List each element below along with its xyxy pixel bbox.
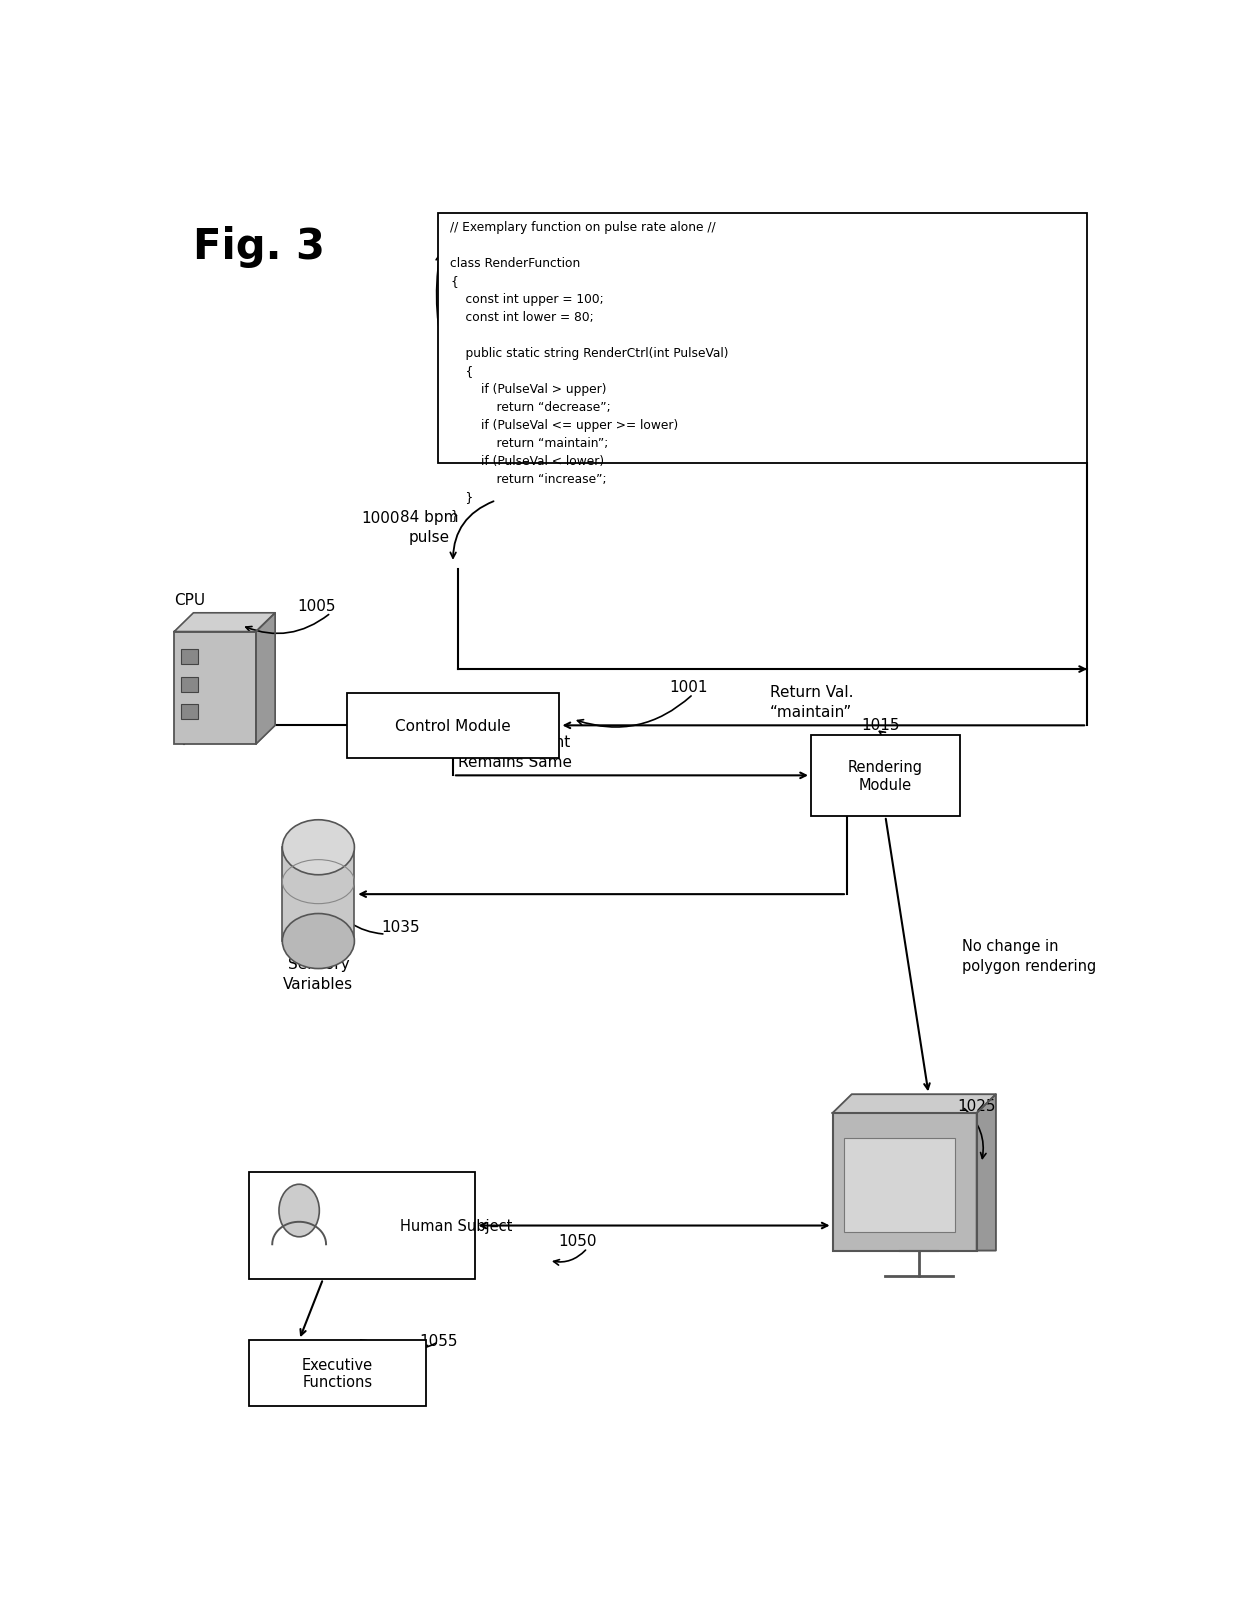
Text: 1075: 1075	[477, 441, 516, 458]
Ellipse shape	[283, 914, 355, 969]
FancyBboxPatch shape	[174, 631, 255, 745]
FancyBboxPatch shape	[181, 677, 198, 691]
Polygon shape	[174, 613, 275, 631]
Text: 1035: 1035	[381, 920, 419, 935]
FancyBboxPatch shape	[249, 1341, 427, 1407]
FancyBboxPatch shape	[811, 735, 960, 816]
Text: Polygon Count
Remains Same: Polygon Count Remains Same	[459, 735, 573, 769]
Text: Fig. 3: Fig. 3	[193, 226, 325, 268]
Text: 1000: 1000	[362, 511, 401, 526]
Ellipse shape	[283, 820, 355, 875]
Text: CPU: CPU	[174, 592, 206, 607]
Text: Rendering
Module: Rendering Module	[848, 760, 923, 792]
Text: Return Val.
“maintain”: Return Val. “maintain”	[770, 685, 853, 719]
Text: 1050: 1050	[558, 1233, 598, 1248]
FancyBboxPatch shape	[181, 649, 198, 665]
Text: Human Subject: Human Subject	[401, 1219, 512, 1233]
Polygon shape	[977, 1094, 996, 1251]
Circle shape	[279, 1185, 320, 1237]
Text: // Exemplary function on pulse rate alone //

class RenderFunction
{
    const i: // Exemplary function on pulse rate alon…	[450, 221, 729, 523]
Text: Control Module: Control Module	[396, 719, 511, 734]
FancyBboxPatch shape	[347, 693, 559, 758]
Text: 1055: 1055	[419, 1332, 458, 1349]
Text: Sensory
Variables: Sensory Variables	[283, 956, 353, 992]
FancyBboxPatch shape	[249, 1173, 475, 1279]
Text: 1001: 1001	[670, 680, 708, 695]
Text: No change in
polygon rendering: No change in polygon rendering	[962, 938, 1096, 972]
FancyBboxPatch shape	[832, 1113, 977, 1251]
Text: 1005: 1005	[298, 599, 336, 613]
Text: 84 bpm
pulse: 84 bpm pulse	[399, 510, 458, 545]
Polygon shape	[255, 613, 275, 745]
Text: Executive
Functions: Executive Functions	[303, 1357, 373, 1389]
FancyBboxPatch shape	[283, 847, 355, 941]
FancyBboxPatch shape	[181, 704, 198, 719]
FancyBboxPatch shape	[844, 1138, 955, 1232]
Text: 1025: 1025	[957, 1099, 996, 1113]
Polygon shape	[832, 1094, 996, 1113]
FancyBboxPatch shape	[439, 214, 1087, 464]
Text: 1015: 1015	[862, 717, 900, 732]
